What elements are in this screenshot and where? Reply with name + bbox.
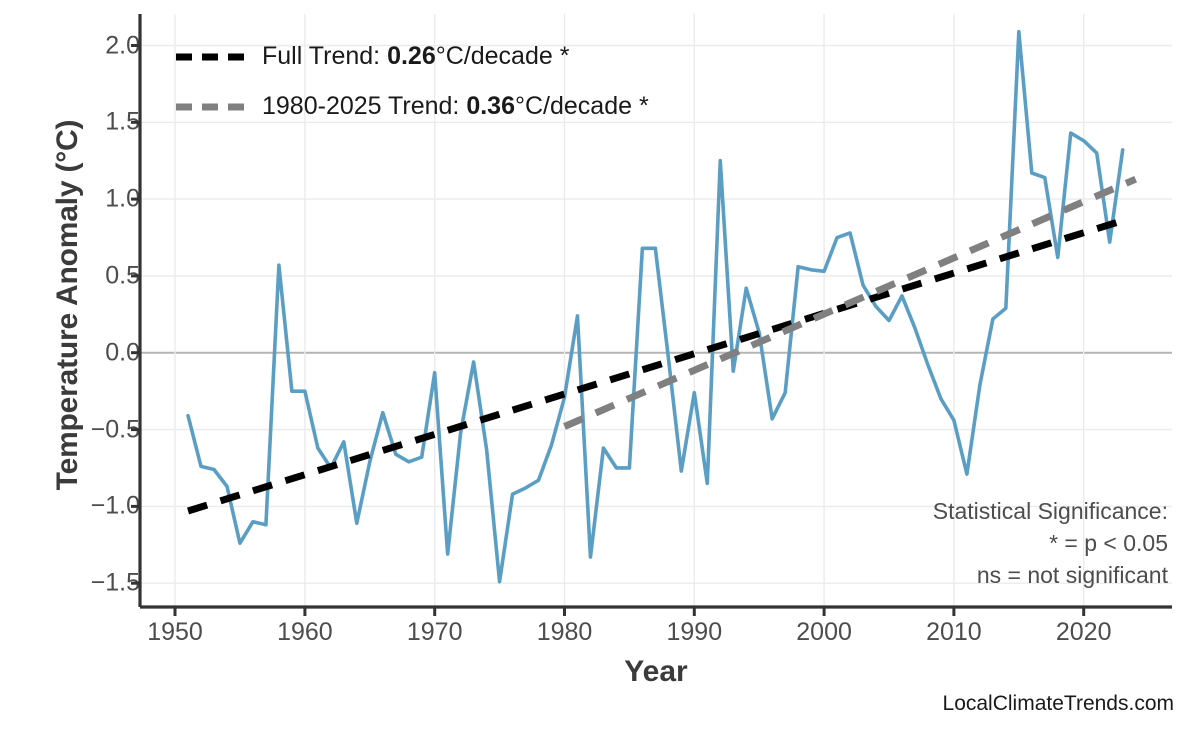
x-tick-label: 1990 — [666, 618, 723, 646]
legend-item-recent-trend: 1980-2025 Trend: 0.36°C/decade * — [174, 92, 649, 121]
legend-key-recent-trend — [176, 103, 246, 110]
recent-trend-line — [563, 175, 1138, 430]
legend-recent-trend-suffix: °C/decade * — [515, 92, 649, 120]
x-axis-title: Year — [140, 655, 1172, 689]
legend-item-full-trend: Full Trend: 0.26°C/decade * — [174, 42, 569, 71]
x-tick-label: 2010 — [926, 618, 982, 646]
legend-full-trend-value: 0.26 — [387, 42, 436, 70]
x-tick-label: 1950 — [147, 618, 203, 646]
x-tick-label: 1970 — [406, 618, 463, 646]
x-axis-tick-labels: 1950 1960 1970 1980 1990 2000 2010 2020 — [0, 618, 1186, 658]
legend-key-full-trend — [176, 53, 246, 60]
significance-line-1: Statistical Significance: — [932, 498, 1168, 524]
legend-full-trend-suffix: °C/decade * — [435, 42, 570, 70]
legend-label-recent-trend: 1980-2025 Trend: 0.36°C/decade * — [262, 92, 649, 121]
x-tick-label: 2020 — [1055, 618, 1112, 646]
significance-annotation: Statistical Significance: * = p < 0.05 n… — [933, 495, 1168, 591]
full-trend-line — [186, 217, 1124, 515]
data-series-line — [186, 29, 1125, 584]
x-tick-label: 2000 — [796, 618, 852, 646]
credit-watermark: LocalClimateTrends.com — [942, 692, 1174, 715]
legend-full-trend-prefix: Full Trend: — [262, 42, 388, 70]
legend-label-full-trend: Full Trend: 0.26°C/decade * — [262, 42, 569, 71]
legend-recent-trend-prefix: 1980-2025 Trend: — [262, 92, 467, 120]
x-tick-label: 1960 — [277, 618, 333, 646]
x-axis-title-text: Year — [624, 655, 688, 688]
significance-line-2: * = p < 0.05 — [1049, 530, 1168, 556]
legend-recent-trend-value: 0.36 — [466, 92, 515, 120]
x-tick-label: 1980 — [536, 618, 593, 646]
significance-line-3: ns = not significant — [976, 562, 1168, 588]
